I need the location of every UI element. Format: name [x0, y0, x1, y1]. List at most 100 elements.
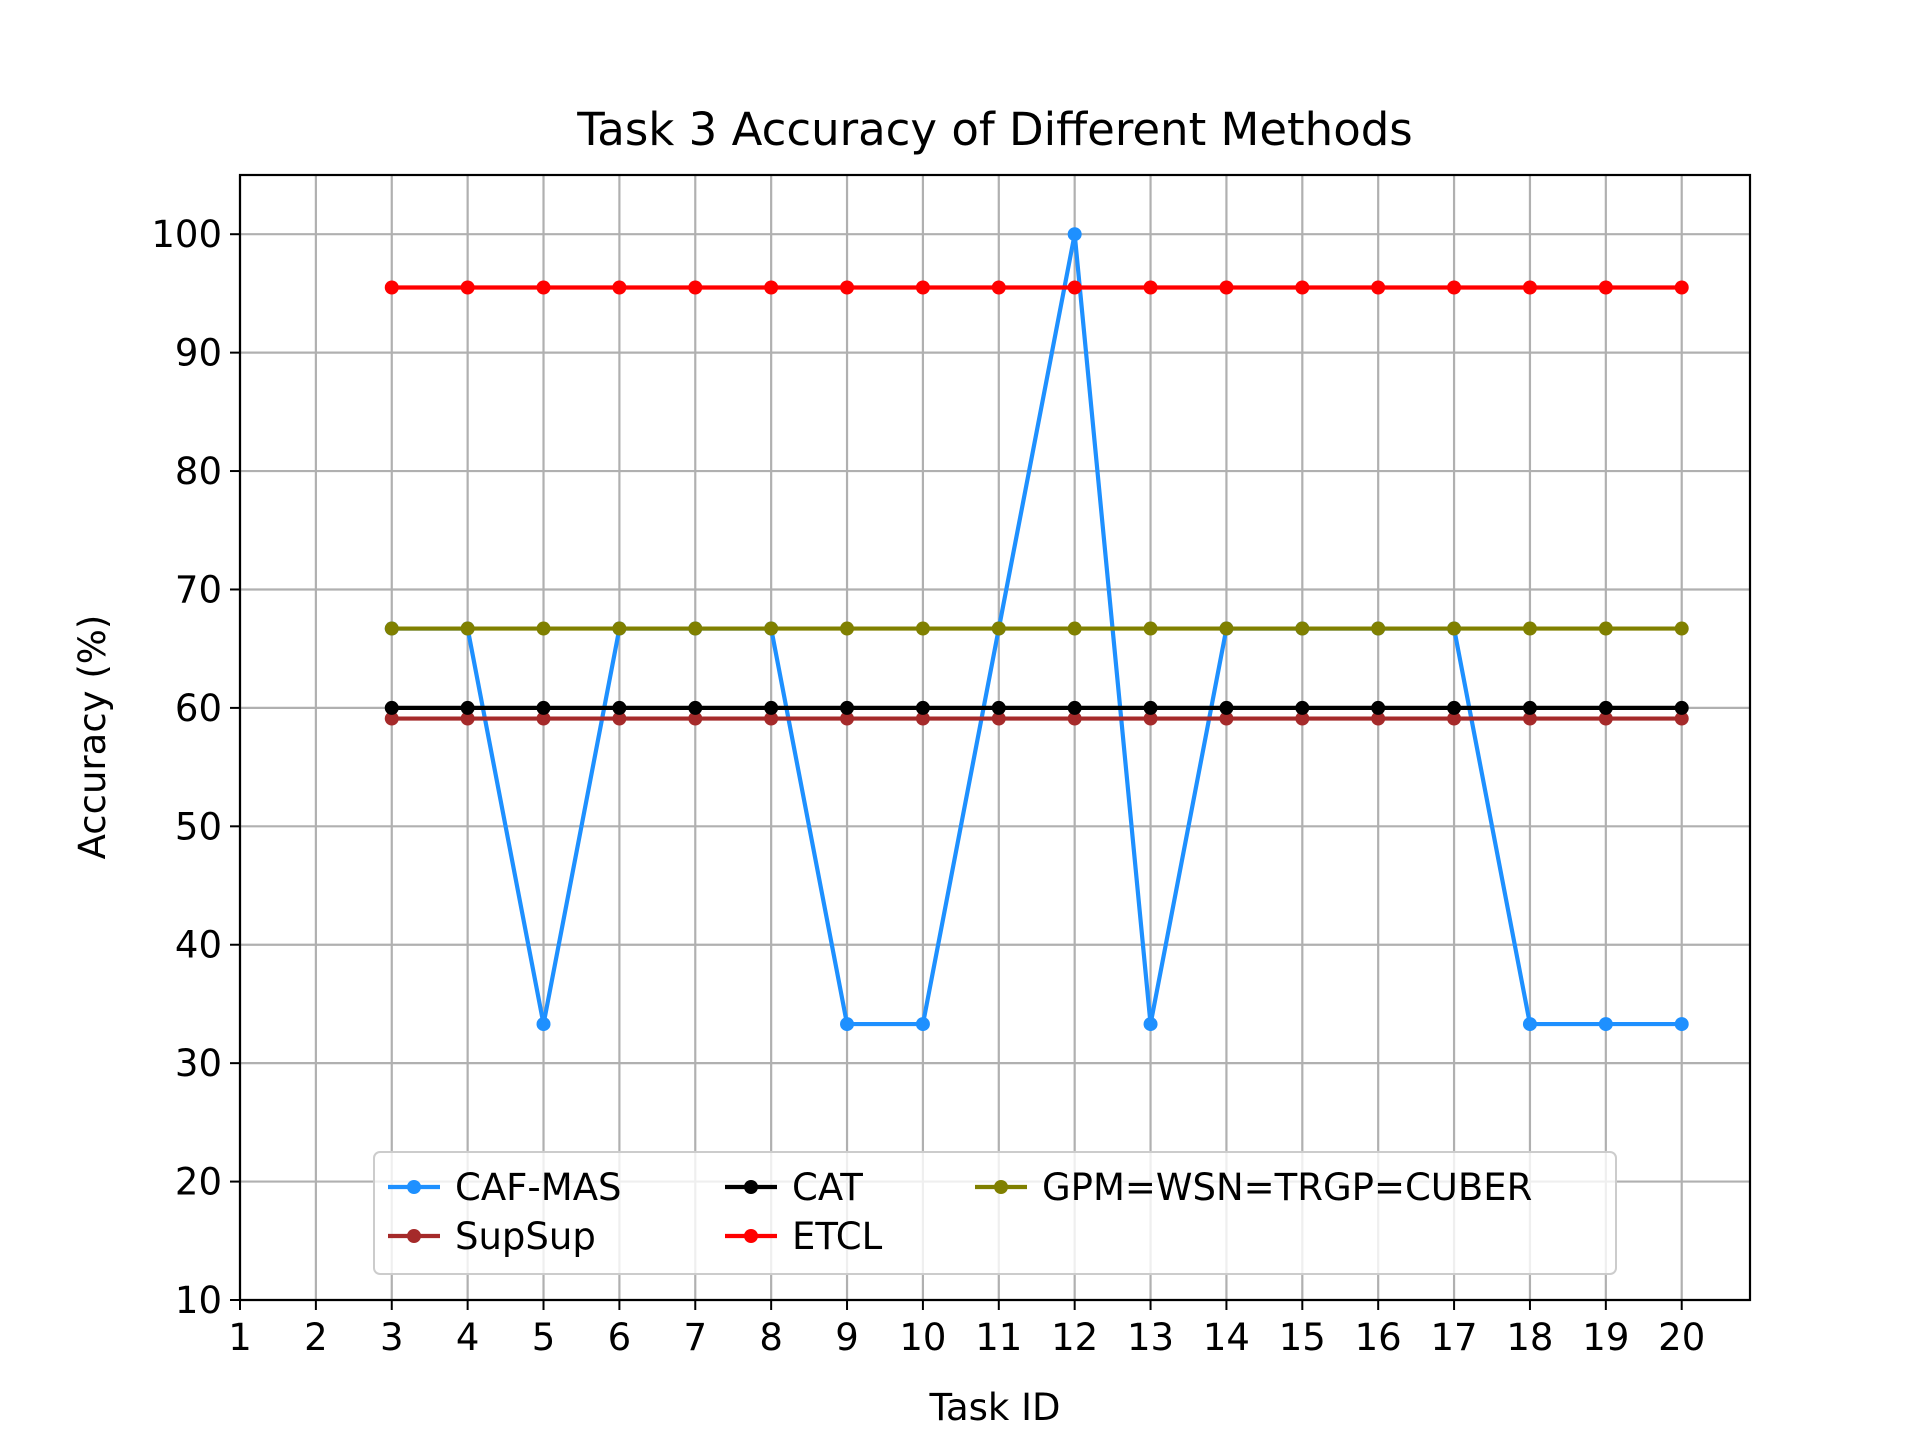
data-point [1143, 711, 1158, 726]
data-point [1143, 621, 1158, 636]
data-point [991, 700, 1006, 715]
x-tick-label: 9 [835, 1316, 859, 1359]
y-tick-label: 70 [175, 568, 222, 611]
data-point [1295, 711, 1310, 726]
data-point [1067, 711, 1082, 726]
data-point [915, 711, 930, 726]
data-point [1447, 621, 1462, 636]
data-point [840, 1017, 855, 1032]
legend-entry-supsup: SupSup [388, 1215, 596, 1258]
data-point [1067, 700, 1082, 715]
series-supsup [384, 711, 1689, 726]
y-tick-label: 100 [151, 213, 222, 256]
chart-title: Task 3 Accuracy of Different Methods [576, 103, 1413, 156]
data-point [1143, 280, 1158, 295]
y-tick-label: 80 [175, 450, 222, 493]
data-point [1143, 1017, 1158, 1032]
x-tick-label: 7 [684, 1316, 708, 1359]
x-axis-label: Task ID [928, 1386, 1060, 1429]
data-point [1219, 700, 1234, 715]
legend: CAF-MAS SupSup CAT ETCL GPM=WSN=TRGP=CUBER [373, 1151, 1617, 1275]
series-gpm-wsn-trgp-cuber [384, 621, 1689, 636]
data-point [460, 280, 475, 295]
data-point [536, 700, 551, 715]
x-tick-label: 10 [899, 1316, 946, 1359]
x-tick-label: 13 [1127, 1316, 1174, 1359]
data-point [1295, 700, 1310, 715]
data-point [1522, 1017, 1537, 1032]
x-tick-label: 5 [532, 1316, 556, 1359]
data-point [1674, 1017, 1689, 1032]
data-point [840, 711, 855, 726]
x-tick-label: 14 [1203, 1316, 1250, 1359]
data-point [1522, 700, 1537, 715]
x-tick-label: 16 [1355, 1316, 1402, 1359]
y-tick-label: 20 [175, 1161, 222, 1204]
data-point [384, 280, 399, 295]
x-tick-label: 8 [759, 1316, 783, 1359]
y-tick-label: 10 [175, 1279, 222, 1322]
data-point [612, 700, 627, 715]
legend-marker [407, 1229, 421, 1243]
data-point [1371, 711, 1386, 726]
x-tick-label: 4 [456, 1316, 480, 1359]
legend-label: ETCL [792, 1215, 883, 1258]
data-point [612, 621, 627, 636]
axis-ticks: 1 2 3 4 5 6 7 8 9 10 11 12 13 14 15 16 17 18 19 20102030405… [151, 213, 1705, 1359]
data-point [1447, 711, 1462, 726]
data-point [1371, 700, 1386, 715]
series-layer [384, 227, 1689, 1032]
legend-marker [744, 1180, 758, 1194]
data-point [1067, 227, 1082, 242]
data-point [840, 621, 855, 636]
data-point [1598, 700, 1613, 715]
data-point [1295, 280, 1310, 295]
series-caf-mas [384, 227, 1689, 1032]
data-point [1219, 621, 1234, 636]
data-point [536, 711, 551, 726]
legend-label: CAT [792, 1166, 863, 1209]
x-tick-label: 11 [975, 1316, 1022, 1359]
series-etcl [384, 280, 1689, 295]
legend-entry-caf-mas: CAF-MAS [388, 1166, 622, 1209]
x-tick-label: 2 [304, 1316, 328, 1359]
data-point [536, 621, 551, 636]
legend-label: SupSup [455, 1215, 596, 1258]
data-point [1598, 621, 1613, 636]
data-point [384, 711, 399, 726]
data-point [1371, 280, 1386, 295]
series-cat [384, 700, 1689, 715]
data-point [764, 280, 779, 295]
plot-area-frame [238, 173, 1752, 1302]
data-point [1219, 280, 1234, 295]
data-point [1598, 1017, 1613, 1032]
data-point [1674, 621, 1689, 636]
data-point [991, 280, 1006, 295]
legend-label: CAF-MAS [455, 1166, 622, 1209]
data-point [460, 621, 475, 636]
data-point [1219, 711, 1234, 726]
x-tick-label: 20 [1658, 1316, 1705, 1359]
data-point [1447, 700, 1462, 715]
legend-marker [407, 1180, 421, 1194]
data-point [915, 700, 930, 715]
data-point [384, 700, 399, 715]
data-point [1522, 280, 1537, 295]
data-point [688, 280, 703, 295]
y-axis-label: Accuracy (%) [71, 615, 114, 860]
data-point [536, 280, 551, 295]
x-tick-label: 3 [380, 1316, 404, 1359]
data-point [764, 700, 779, 715]
y-tick-label: 50 [175, 805, 222, 848]
data-point [688, 700, 703, 715]
x-tick-label: 6 [608, 1316, 632, 1359]
data-point [1674, 280, 1689, 295]
data-point [1067, 621, 1082, 636]
data-point [1447, 280, 1462, 295]
legend-frame [373, 1151, 1617, 1275]
legend-label: GPM=WSN=TRGP=CUBER [1042, 1166, 1532, 1209]
data-point [688, 621, 703, 636]
data-point [536, 1017, 551, 1032]
legend-entry-cat: CAT [725, 1166, 863, 1209]
